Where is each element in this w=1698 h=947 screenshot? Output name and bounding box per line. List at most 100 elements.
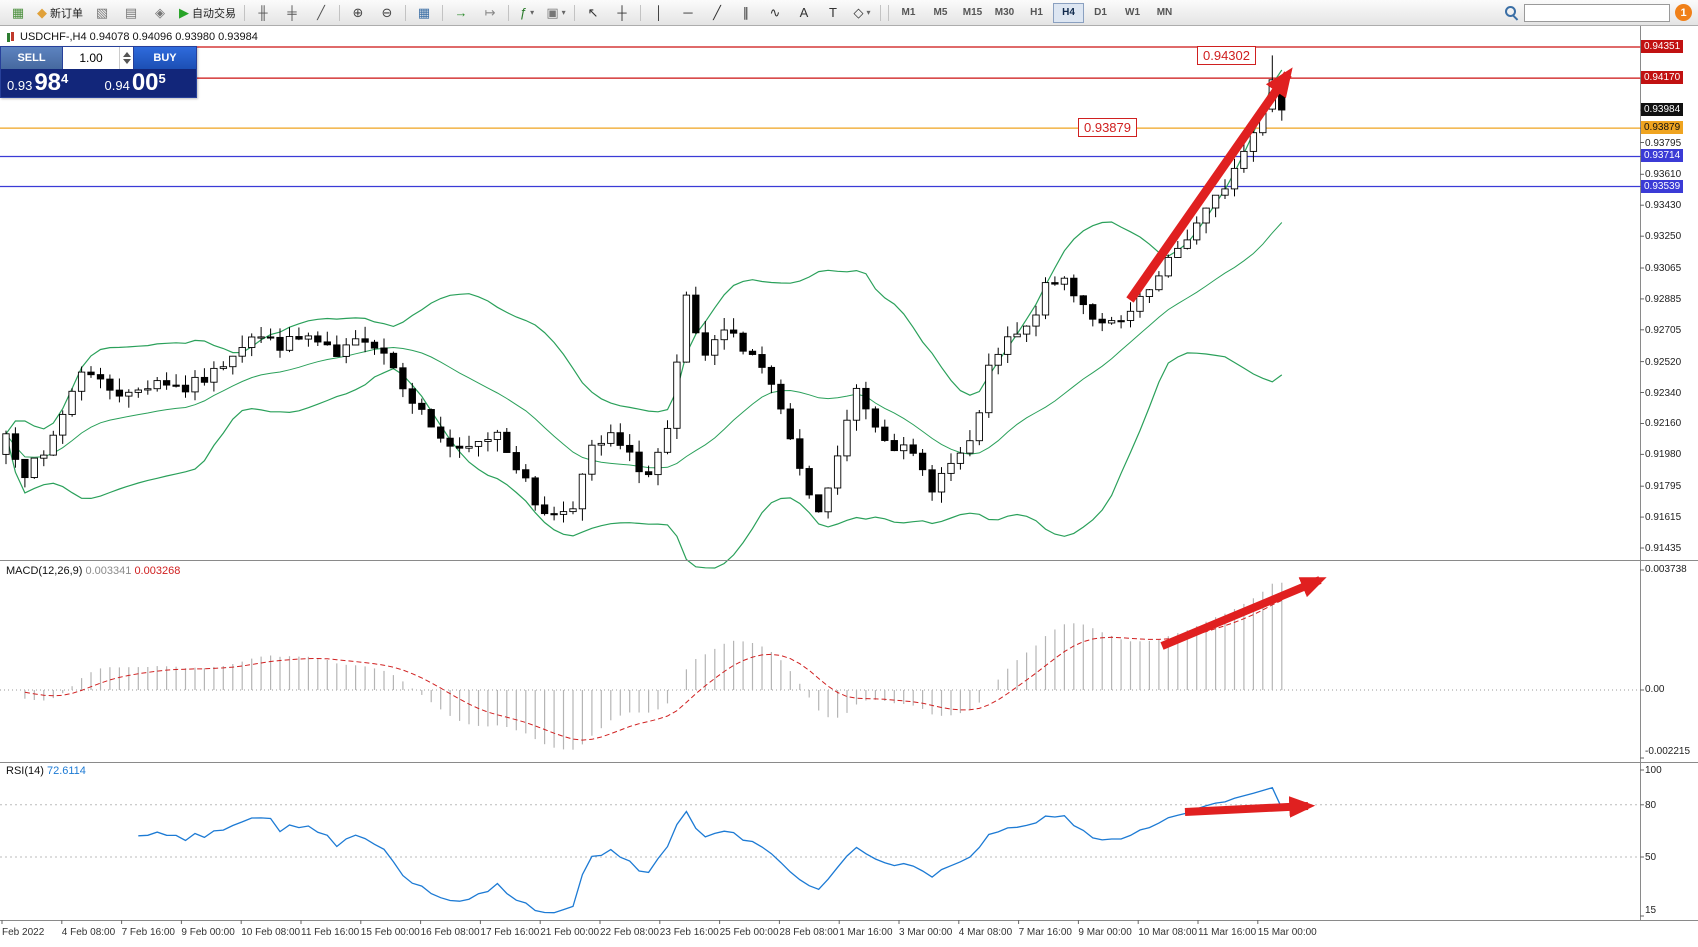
data-window-icon[interactable]: ▤ (117, 2, 145, 24)
market-watch-icon[interactable]: ▧ (88, 2, 116, 24)
rsi-group (0, 786, 1640, 914)
notification-badge[interactable]: 1 (1675, 4, 1692, 21)
timeframe-h1-button[interactable]: H1 (1030, 7, 1043, 18)
vertical-line-icon[interactable]: │ (645, 2, 673, 24)
auto-scroll-icon[interactable]: → (447, 2, 475, 24)
macd-label: MACD(12,26,9) 0.003341 0.003268 (6, 565, 180, 577)
price-axis-label: 0.93250 (1645, 231, 1682, 243)
navigator-icon: ◈ (155, 5, 165, 20)
indicators-icon: ƒ (519, 5, 528, 20)
price-axis-label: 0.92160 (1645, 418, 1682, 430)
time-axis-label: 16 Feb 08:00 (420, 927, 480, 938)
timeframe-m5-button[interactable]: M5 (933, 7, 948, 18)
text-icon[interactable]: A (790, 2, 818, 24)
rsi-axis-label: 80 (1645, 799, 1657, 811)
toolbar-separator (640, 4, 641, 21)
time-axis-label: 10 Mar 08:00 (1138, 927, 1198, 938)
macd-axis-label: -0.002215 (1645, 746, 1691, 757)
line-chart-icon[interactable]: ╱ (307, 2, 335, 24)
candlestick-chart-icon: ╪ (287, 5, 297, 20)
price-axis-label-highlighted: 0.94170 (1641, 71, 1684, 85)
bollinger-group (5, 69, 1283, 569)
time-axis-label: 11 Mar 16:00 (1198, 927, 1257, 938)
price-axis-label-highlighted: 0.93714 (1641, 149, 1684, 163)
timeframe-w1-button[interactable]: W1 (1125, 7, 1140, 18)
rsi-axis-label: 15 (1645, 905, 1657, 916)
timeframe-h4-button[interactable]: H4 (1053, 2, 1084, 23)
bar-chart-icon[interactable]: ╫ (249, 2, 277, 24)
chart-shift-icon[interactable]: ↦ (476, 2, 504, 24)
navigator-icon[interactable]: ◈ (146, 2, 174, 24)
rsi-name: RSI(14) (6, 765, 44, 777)
buy-price[interactable]: 0.94 00 5 (99, 69, 197, 97)
macd-signal-value: 0.003268 (134, 565, 181, 577)
sell-price-figure: 0.93 (7, 78, 33, 93)
price-annotation[interactable]: 0.93879 (1078, 118, 1137, 137)
tile-windows-icon[interactable]: ▦ (410, 2, 438, 24)
new-order-button[interactable]: ◆ 新订单 (33, 2, 87, 24)
time-axis-label: 7 Mar 16:00 (1018, 927, 1072, 938)
data-window-icon: ▤ (124, 5, 138, 20)
line-chart-icon: ╱ (317, 5, 325, 20)
buy-button[interactable]: BUY (134, 47, 196, 69)
time-axis-label: Feb 2022 (2, 927, 45, 938)
price-annotation[interactable]: 0.94302 (1197, 46, 1256, 65)
candlestick-chart-icon[interactable]: ╪ (278, 2, 306, 24)
dropdown-caret-icon: ▾ (866, 8, 871, 17)
indicators-icon[interactable]: ƒ ▾ (513, 2, 541, 24)
template-icon[interactable]: ▣ ▾ (542, 2, 570, 24)
macd-axis-label: 0.003738 (1645, 564, 1687, 575)
price-axis-label: 0.93610 (1645, 169, 1682, 181)
timeframe-m15-button[interactable]: M15 (962, 7, 983, 18)
candles-group (2, 55, 1286, 523)
toolbar-buttons: ▦ ◆ 新订单 ▧ ▤ ◈ ▶ 自动交易 ╫ ╪ ╱ ⊕ ⊖ ▦ → ↦ ƒ ▾ ▣ ▾ ↖ ┼ │ ─ ╱ ∥ ∿ A T ◇ ▾ (4, 2, 884, 24)
volume-up-icon[interactable] (122, 52, 131, 57)
toolbar-separator (339, 4, 340, 21)
search-icon[interactable] (1504, 5, 1519, 20)
shapes-icon[interactable]: ◇ ▾ (848, 2, 876, 24)
timeframe-d1-button[interactable]: D1 (1094, 7, 1107, 18)
levels-group[interactable] (0, 46, 1640, 188)
bar-chart-icon: ╫ (258, 5, 268, 20)
horizontal-line-icon[interactable]: ─ (674, 2, 702, 24)
timeframe-m1-button[interactable]: M1 (901, 7, 916, 18)
main-toolbar: ▦ ◆ 新订单 ▧ ▤ ◈ ▶ 自动交易 ╫ ╪ ╱ ⊕ ⊖ ▦ → ↦ ƒ ▾ ▣ ▾ ↖ ┼ │ ─ ╱ ∥ ∿ A T ◇ ▾ M1 M… (0, 0, 1698, 26)
crosshair-icon[interactable]: ┼ (608, 2, 636, 24)
arrows-group[interactable] (1126, 67, 1327, 818)
auto-scroll-icon: → (454, 5, 468, 20)
buy-price-pips: 00 (131, 69, 159, 96)
autotrading-button[interactable]: ▶ 自动交易 (175, 2, 240, 24)
tile-windows-icon: ▦ (417, 5, 431, 20)
volume-input[interactable] (63, 50, 120, 66)
template-icon: ▣ (546, 5, 559, 20)
text-label-icon: T (829, 5, 837, 20)
zoom-out-icon[interactable]: ⊖ (373, 2, 401, 24)
volume-down-icon[interactable] (122, 59, 131, 64)
search-input[interactable] (1524, 3, 1670, 22)
fibonacci-icon[interactable]: ∿ (761, 2, 789, 24)
terminal-icon: ▦ (11, 5, 25, 20)
panel-separators[interactable] (0, 26, 1698, 921)
vertical-line-icon: │ (654, 5, 664, 20)
zoom-in-icon[interactable]: ⊕ (344, 2, 372, 24)
rsi-label: RSI(14) 72.6114 (6, 765, 86, 777)
macd-axis-label: 0.00 (1645, 684, 1665, 695)
price-axis-label: 0.91980 (1645, 449, 1682, 461)
price-axis-label: 0.92340 (1645, 387, 1682, 399)
timeframe-m30-button[interactable]: M30 (994, 7, 1015, 18)
buy-price-point: 5 (158, 71, 166, 86)
price-axis-label: 0.91795 (1645, 481, 1682, 493)
trendline-icon[interactable]: ╱ (703, 2, 731, 24)
cursor-icon[interactable]: ↖ (579, 2, 607, 24)
sell-button[interactable]: SELL (1, 47, 63, 69)
autotrading-button-label: 自动交易 (192, 7, 236, 20)
zoom-in-icon: ⊕ (352, 5, 364, 20)
timeframe-mn-button[interactable]: MN (1156, 7, 1173, 18)
price-axis-label-highlighted: 0.94351 (1641, 40, 1684, 53)
terminal-icon[interactable]: ▦ (4, 2, 32, 24)
equidistant-channel-icon[interactable]: ∥ (732, 2, 760, 24)
sell-price[interactable]: 0.93 98 4 (1, 69, 99, 97)
text-label-icon[interactable]: T (819, 2, 847, 24)
